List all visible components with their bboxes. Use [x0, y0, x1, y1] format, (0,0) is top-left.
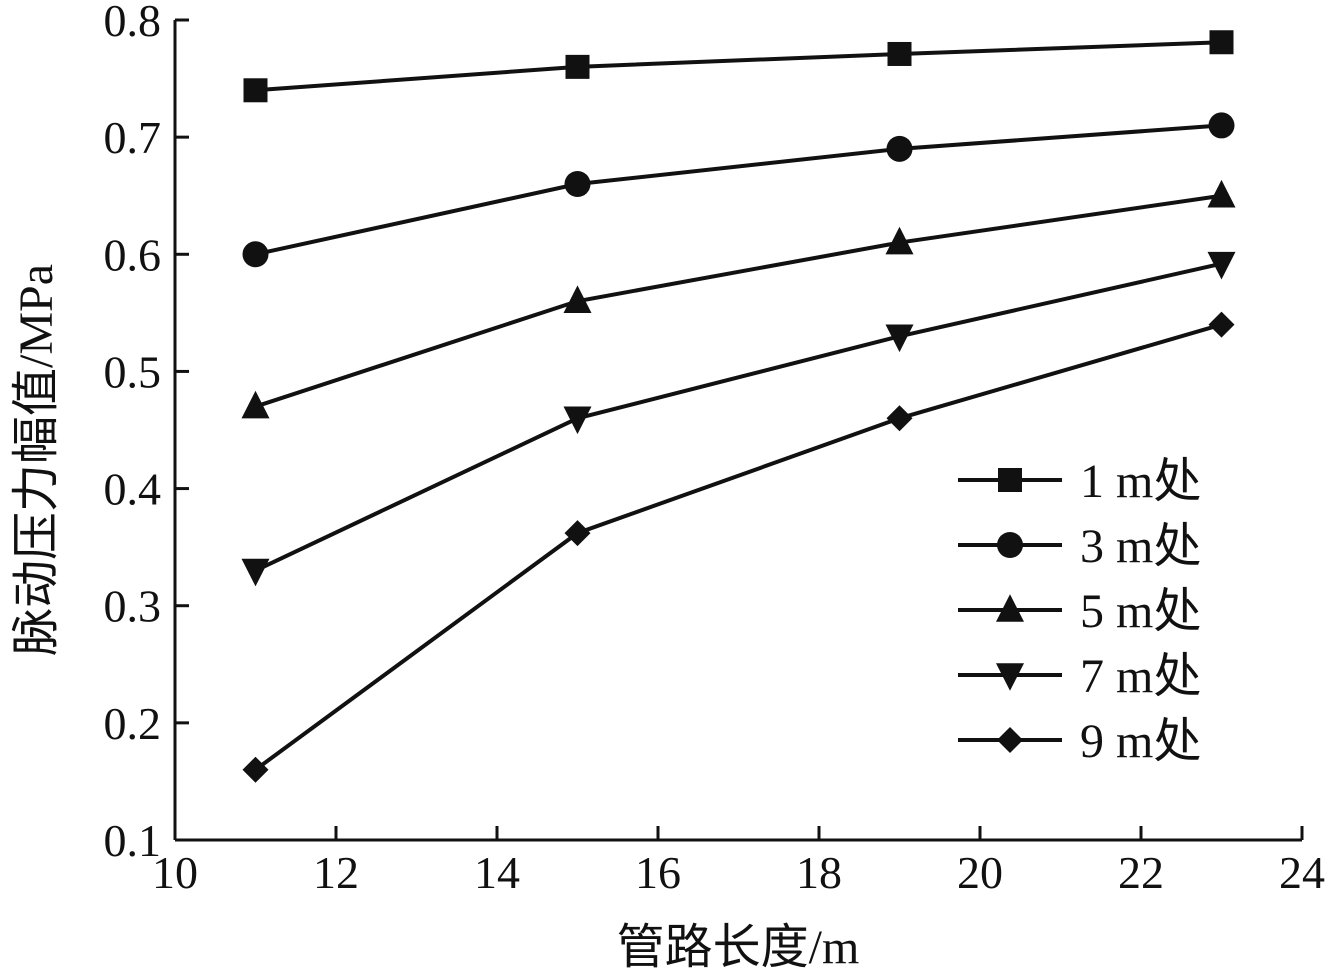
legend-marker — [998, 468, 1022, 492]
legend-item: 5 m处 — [958, 585, 1201, 638]
legend: 1 m处 3 m处 5 m处 7 m处 9 m处 — [958, 455, 1201, 768]
data-point — [241, 390, 270, 419]
series-line — [255, 40, 1222, 93]
series-line — [255, 123, 1222, 257]
data-point — [885, 324, 914, 353]
data-point — [242, 756, 269, 783]
data-point — [886, 405, 913, 432]
x-tick-label: 14 — [474, 847, 520, 898]
y-tick-label: 0.3 — [104, 581, 162, 632]
data-point — [564, 171, 591, 197]
series-2 — [242, 112, 1235, 268]
data-point — [886, 135, 913, 162]
data-point — [243, 78, 268, 103]
data-point — [563, 406, 592, 435]
x-tick-label: 24 — [1279, 847, 1325, 898]
data-point — [563, 285, 592, 313]
legend-marker — [997, 727, 1023, 753]
series-layer — [241, 30, 1236, 783]
y-tick-label: 0.5 — [104, 346, 162, 397]
x-axis-title: 管路长度/m — [617, 921, 860, 974]
data-point — [1209, 30, 1234, 55]
data-point — [1207, 179, 1236, 208]
legend-label: 1 m处 — [1080, 455, 1201, 508]
data-point — [241, 558, 270, 587]
data-point — [885, 226, 914, 255]
data-point — [242, 241, 269, 268]
legend-label: 3 m处 — [1080, 520, 1201, 573]
legend-marker — [997, 532, 1023, 558]
data-point — [887, 41, 912, 66]
data-point — [564, 520, 591, 547]
legend-marker — [996, 594, 1024, 622]
legend-item: 3 m处 — [958, 520, 1201, 573]
y-tick-label: 0.2 — [104, 698, 162, 749]
y-tick-label: 0.1 — [104, 815, 162, 866]
legend-label: 9 m处 — [1080, 715, 1201, 768]
y-tick-label: 0.7 — [104, 112, 162, 163]
data-point — [565, 54, 590, 79]
legend-label: 5 m处 — [1080, 585, 1201, 638]
series-line — [254, 322, 1223, 772]
series-line — [254, 193, 1222, 409]
x-tick-label: 16 — [635, 847, 681, 898]
legend-marker — [996, 663, 1024, 691]
y-tick-label: 0.4 — [104, 464, 162, 515]
legend-item: 1 m处 — [958, 455, 1201, 508]
series-5 — [242, 311, 1235, 783]
x-tick-label: 12 — [313, 847, 359, 898]
series-1 — [243, 30, 1234, 103]
legend-item: 7 m处 — [958, 650, 1201, 703]
x-tick-label: 10 — [152, 847, 198, 898]
series-line — [254, 261, 1222, 573]
data-point — [1207, 251, 1236, 280]
x-tick-label: 18 — [796, 847, 842, 898]
series-3 — [241, 179, 1236, 419]
series-4 — [241, 251, 1236, 587]
axes: 10 12 14 16 18 20 22 24 0.1 0.2 0.3 0.4 0.5 0.6 0.7 0.8 — [104, 0, 1326, 898]
y-axis-title: 脉动压力幅值/MPa — [10, 264, 63, 656]
legend-label: 7 m处 — [1080, 650, 1201, 703]
y-tick-label: 0.8 — [104, 0, 162, 46]
y-tick-label: 0.6 — [104, 229, 162, 280]
x-tick-label: 20 — [957, 847, 1003, 898]
data-point — [1208, 112, 1235, 139]
data-point — [1208, 311, 1235, 338]
legend-item: 9 m处 — [958, 715, 1201, 768]
x-tick-label: 22 — [1118, 847, 1164, 898]
